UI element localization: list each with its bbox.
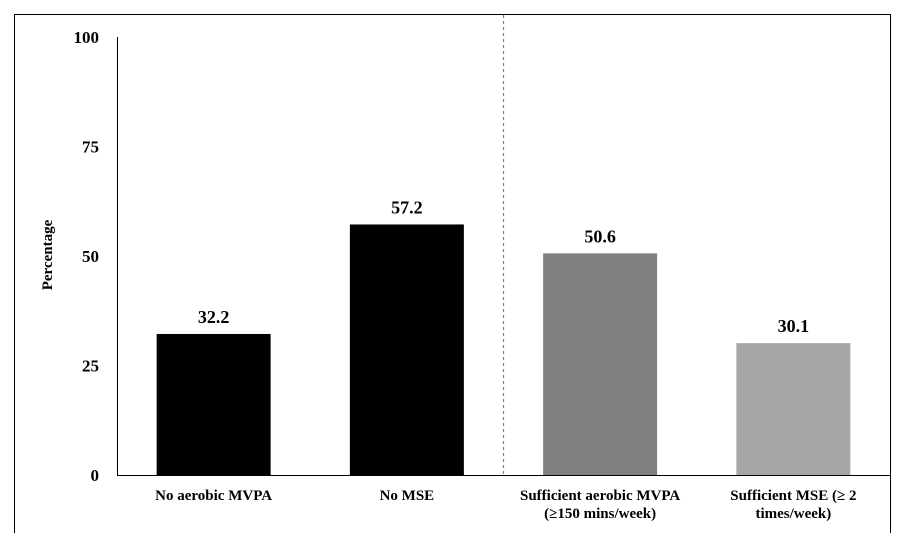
bar — [736, 343, 851, 475]
bar — [156, 333, 271, 475]
x-tick-label-line: No MSE — [380, 488, 435, 504]
x-tick-label: Sufficient aerobic MVPA (≥150 mins/week) — [520, 488, 680, 522]
x-tick-label-line: Sufficient MSE (≥ 2 — [730, 488, 856, 504]
data-label: 30.1 — [778, 316, 810, 336]
plot-area: 0 25 50 75 100 32.2 No aerobic MVPA 57.2 No MSE 5… — [74, 15, 890, 522]
x-tick-label-line: times/week) — [755, 506, 831, 522]
x-tick-label: No aerobic MVPA — [155, 488, 272, 504]
y-tick-label: 100 — [74, 28, 100, 47]
y-tick-label: 75 — [82, 138, 99, 157]
x-tick-label-line: Sufficient aerobic MVPA — [520, 488, 680, 504]
data-label: 50.6 — [584, 226, 616, 246]
x-tick-label-line: (≥150 mins/week) — [544, 506, 656, 522]
y-tick-label: 0 — [91, 466, 100, 485]
x-tick-label: No MSE — [380, 488, 435, 504]
y-tick-label: 25 — [82, 357, 99, 376]
x-tick-label: Sufficient MSE (≥ 2 times/week) — [730, 488, 856, 522]
data-label: 32.2 — [198, 307, 230, 327]
y-tick-label: 50 — [82, 247, 99, 266]
y-axis-title: Percentage — [40, 219, 56, 290]
data-label: 57.2 — [391, 197, 423, 217]
bar — [349, 224, 464, 475]
x-tick-label-line: No aerobic MVPA — [155, 488, 272, 504]
bar — [543, 253, 658, 475]
